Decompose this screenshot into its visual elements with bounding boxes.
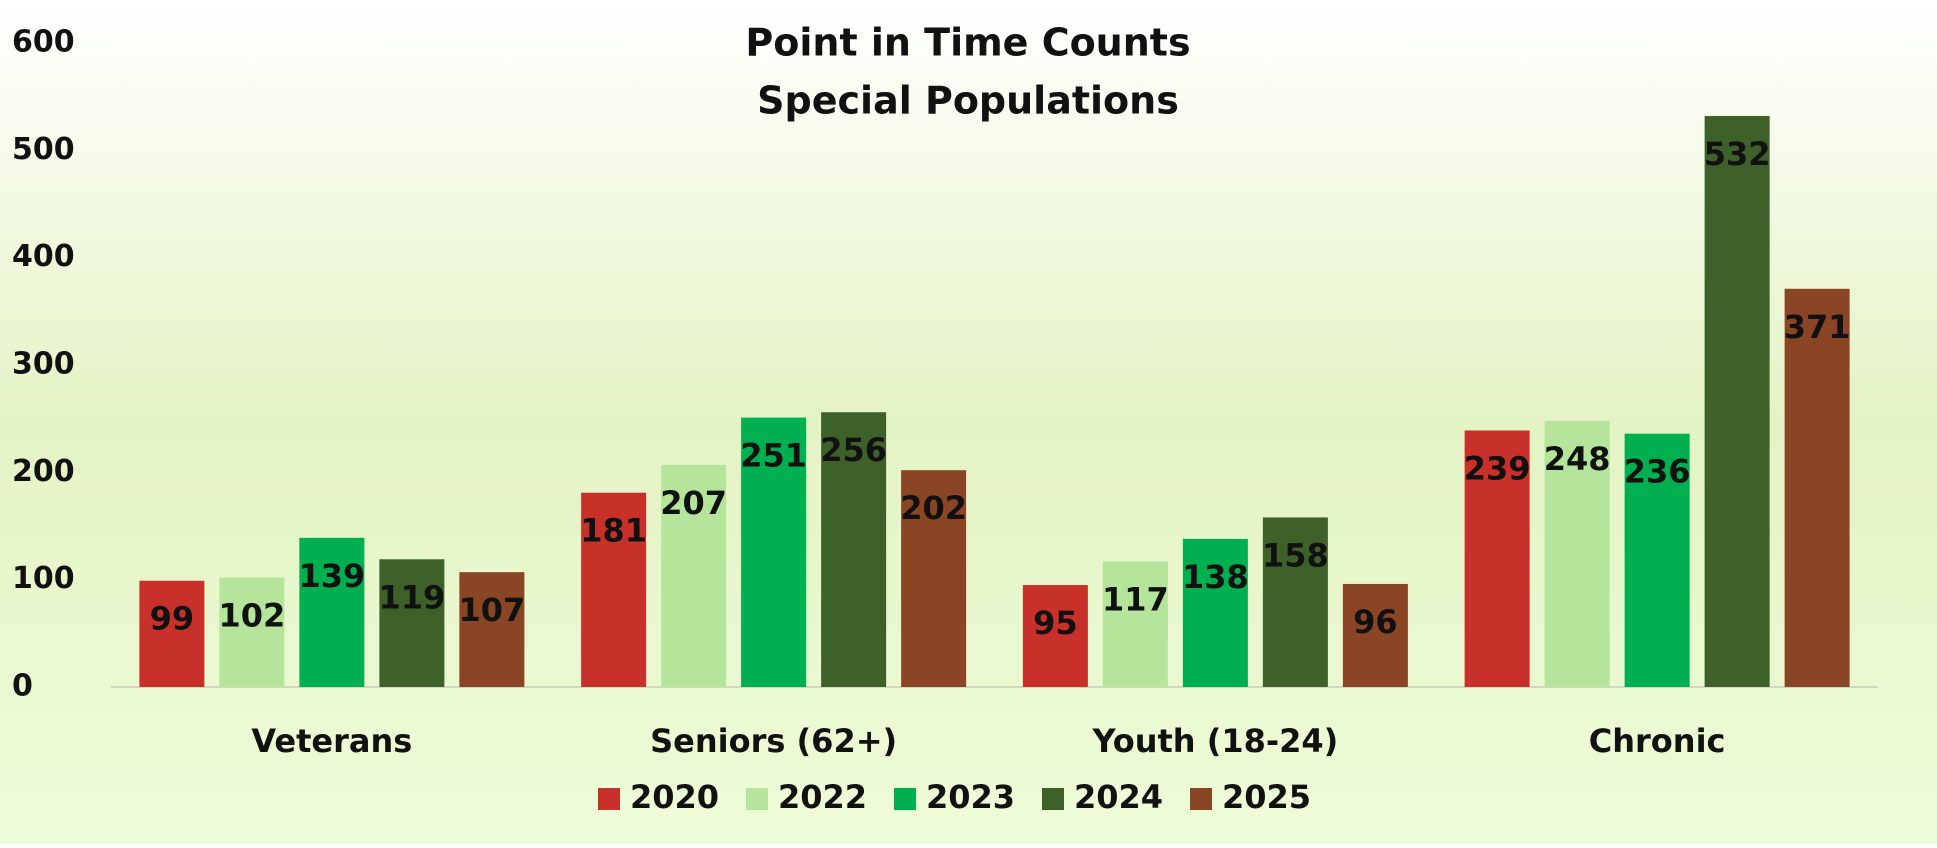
legend-swatch bbox=[598, 788, 620, 810]
bar bbox=[1262, 517, 1328, 687]
bar bbox=[1022, 585, 1088, 687]
bar bbox=[299, 537, 365, 687]
data-label: 207 bbox=[660, 484, 727, 522]
data-label: 119 bbox=[378, 578, 445, 616]
data-label: 99 bbox=[150, 600, 195, 638]
bar bbox=[1342, 583, 1408, 687]
bar bbox=[661, 464, 727, 687]
x-tick-label: Youth (18-24) bbox=[1091, 722, 1338, 760]
bar bbox=[1102, 561, 1168, 687]
bar bbox=[1544, 420, 1610, 687]
bar bbox=[901, 470, 967, 687]
y-tick-label: 300 bbox=[12, 347, 75, 382]
bar bbox=[1784, 288, 1850, 687]
data-label: 371 bbox=[1784, 308, 1851, 346]
y-tick-label: 600 bbox=[12, 25, 75, 60]
data-label: 532 bbox=[1704, 135, 1771, 173]
x-tick-label: Seniors (62+) bbox=[650, 722, 897, 760]
y-tick-label: 200 bbox=[12, 454, 75, 489]
bar bbox=[219, 577, 285, 687]
data-label: 107 bbox=[458, 591, 525, 629]
data-label: 138 bbox=[1182, 558, 1249, 596]
y-tick-label: 100 bbox=[12, 561, 75, 596]
bar bbox=[379, 559, 445, 687]
data-label: 102 bbox=[218, 597, 285, 635]
legend-label: 2022 bbox=[778, 778, 867, 816]
data-label: 239 bbox=[1464, 449, 1531, 487]
bar bbox=[1624, 433, 1690, 687]
bar bbox=[581, 492, 647, 687]
legend-swatch bbox=[894, 788, 916, 810]
x-tick-label: Veterans bbox=[251, 722, 412, 760]
legend-label: 2020 bbox=[630, 778, 719, 816]
legend-label: 2025 bbox=[1222, 778, 1311, 816]
chart-title: Point in Time Counts bbox=[745, 21, 1190, 65]
bar bbox=[741, 417, 807, 687]
y-tick-label: 500 bbox=[12, 132, 75, 167]
data-label: 248 bbox=[1544, 440, 1611, 478]
data-label: 117 bbox=[1102, 580, 1169, 618]
y-tick-label: 0 bbox=[12, 669, 33, 704]
bar bbox=[1464, 430, 1530, 687]
bar bbox=[1704, 115, 1770, 687]
data-label: 95 bbox=[1033, 604, 1078, 642]
y-tick-label: 400 bbox=[12, 239, 75, 274]
bar bbox=[459, 572, 525, 687]
data-label: 256 bbox=[820, 431, 887, 469]
bar bbox=[821, 412, 887, 687]
data-label: 158 bbox=[1262, 536, 1329, 574]
x-tick-label: Chronic bbox=[1589, 722, 1726, 760]
bar bbox=[1182, 538, 1248, 687]
data-label: 96 bbox=[1353, 603, 1398, 641]
data-label: 251 bbox=[740, 437, 807, 475]
legend-swatch bbox=[1190, 788, 1212, 810]
data-label: 236 bbox=[1624, 453, 1691, 491]
chart-subtitle: Special Populations bbox=[757, 79, 1179, 123]
legend-label: 2023 bbox=[926, 778, 1015, 816]
data-label: 139 bbox=[298, 557, 365, 595]
legend-swatch bbox=[746, 788, 768, 810]
data-label: 202 bbox=[900, 489, 967, 527]
bar bbox=[139, 580, 205, 687]
legend-label: 2024 bbox=[1074, 778, 1163, 816]
data-label: 181 bbox=[580, 512, 647, 550]
legend-swatch bbox=[1042, 788, 1064, 810]
